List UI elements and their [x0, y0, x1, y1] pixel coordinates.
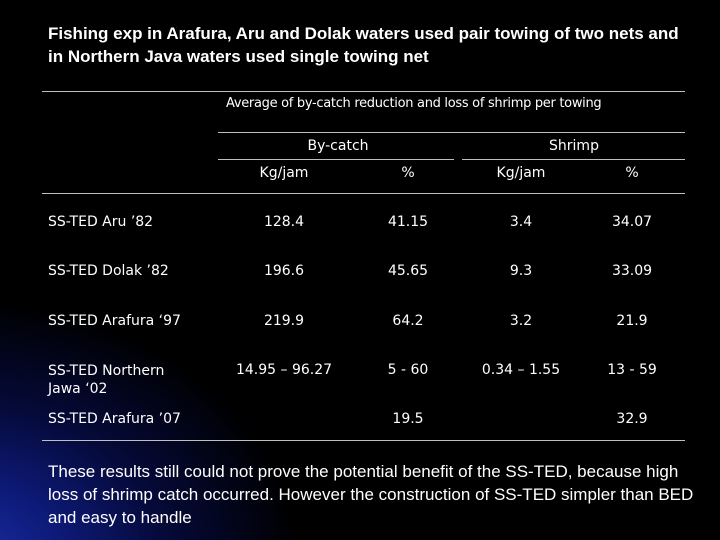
cell-jawa-shrimp-pct: 13 - 59	[607, 362, 657, 378]
cell-dolak-shrimp-kg: 9.3	[509, 263, 533, 279]
col-header-shrimp-kg: Kg/jam	[496, 165, 546, 181]
cell-aru-shrimp-pct: 34.07	[611, 214, 653, 230]
cell-dolak-bycatch-kg: 196.6	[263, 263, 305, 279]
cell-arafura97-shrimp-pct: 21.9	[616, 313, 648, 329]
cell-aru-bycatch-pct: 41.15	[387, 214, 429, 230]
cell-dolak-bycatch-pct: 45.65	[387, 263, 429, 279]
row-label-arafura-07: SS-TED Arafura ’07	[48, 411, 181, 427]
col-header-bycatch-kg: Kg/jam	[259, 165, 309, 181]
cell-arafura97-bycatch-kg: 219.9	[263, 313, 305, 329]
col-header-shrimp-pct: %	[625, 165, 639, 181]
slide-title: Fishing exp in Arafura, Aru and Dolak wa…	[48, 24, 679, 66]
group-rule-bycatch	[218, 159, 454, 160]
table-top-rule	[42, 91, 685, 92]
table-bottom-rule	[42, 440, 685, 441]
group-header-shrimp: Shrimp	[549, 138, 599, 154]
table-caption: Average of by-catch reduction and loss o…	[226, 96, 602, 111]
cell-arafura07-bycatch-pct: 19.5	[392, 411, 424, 427]
row-label-dolak-82: SS-TED Dolak ’82	[48, 263, 169, 279]
row-label-aru-82: SS-TED Aru ’82	[48, 214, 154, 230]
row-label-northern-jawa-02: SS-TED Northern Jawa ‘02	[48, 363, 165, 397]
cell-dolak-shrimp-pct: 33.09	[611, 263, 653, 279]
conclusion-text: These results still could not prove the …	[48, 462, 694, 527]
cell-arafura97-bycatch-pct: 64.2	[392, 313, 424, 329]
group-header-bycatch: By-catch	[307, 138, 369, 154]
cell-arafura97-shrimp-kg: 3.2	[509, 313, 533, 329]
cell-jawa-shrimp-kg: 0.34 – 1.55	[481, 362, 561, 378]
group-rule-shrimp	[462, 159, 685, 160]
cell-arafura07-shrimp-pct: 32.9	[616, 411, 648, 427]
header-rule	[42, 193, 685, 194]
cell-jawa-bycatch-kg: 14.95 – 96.27	[235, 362, 333, 378]
cell-aru-bycatch-kg: 128.4	[263, 214, 305, 230]
row-label-arafura-97: SS-TED Arafura ‘97	[48, 313, 181, 329]
cell-jawa-bycatch-pct: 5 - 60	[387, 362, 429, 378]
cell-aru-shrimp-kg: 3.4	[509, 214, 533, 230]
col-header-bycatch-pct: %	[401, 165, 415, 181]
caption-rule	[218, 132, 685, 133]
